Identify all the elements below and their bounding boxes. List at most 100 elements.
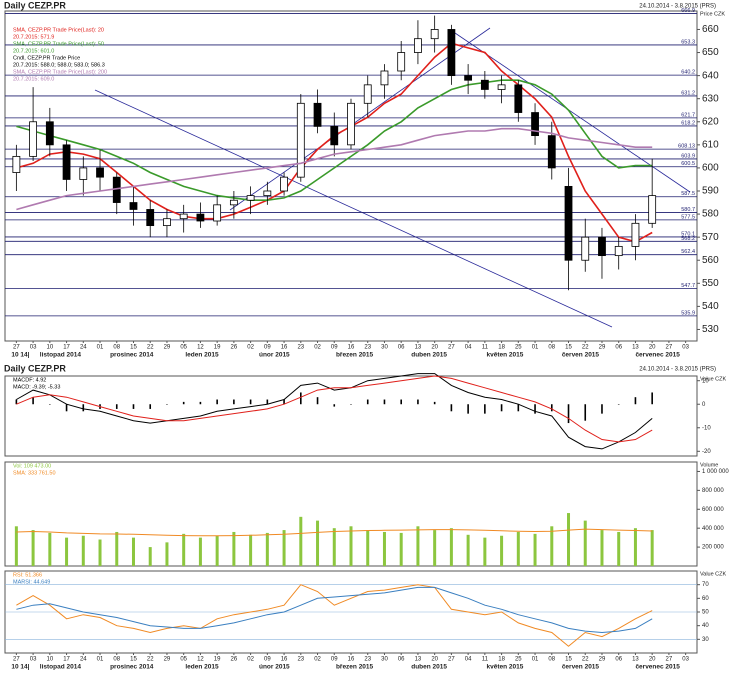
month-label: únor 2015 xyxy=(259,664,290,671)
y-tick-label: 570 xyxy=(702,232,719,243)
chart-title: Daily CEZP.PR xyxy=(4,0,66,10)
level-label: 603.9 xyxy=(681,153,695,159)
month-label: leden 2015 xyxy=(185,664,219,671)
x-tick-label: 23 xyxy=(297,345,304,351)
y-tick-label: 60 xyxy=(702,596,709,602)
candle-body xyxy=(547,135,556,169)
candle-body xyxy=(363,84,372,104)
x-tick-label: 13 xyxy=(415,657,422,663)
candle-body xyxy=(179,213,188,220)
level-label: 562.4 xyxy=(681,249,695,255)
x-tick-label: 26 xyxy=(231,345,238,351)
level-label: 621.7 xyxy=(681,112,695,118)
bar xyxy=(366,530,370,566)
bar xyxy=(216,399,218,405)
bar xyxy=(651,392,653,405)
bar xyxy=(82,404,85,412)
candle-body xyxy=(447,29,456,77)
x-tick-label: 13 xyxy=(415,345,422,351)
x-tick-label: 16 xyxy=(281,657,288,663)
bar xyxy=(399,532,403,566)
series-line xyxy=(16,375,653,443)
x-tick-label: 24 xyxy=(80,657,87,663)
bar xyxy=(148,547,152,566)
y-tick-label: 70 xyxy=(702,582,709,588)
month-label: duben 2015 xyxy=(411,664,447,671)
x-tick-label: 16 xyxy=(348,657,355,663)
x-tick-label: 29 xyxy=(164,345,171,351)
series-line xyxy=(16,528,653,537)
candle-body xyxy=(397,52,406,72)
candle-body xyxy=(296,102,305,178)
bar xyxy=(182,401,185,405)
x-tick-label: 16 xyxy=(281,345,288,351)
bar xyxy=(484,404,486,414)
bar xyxy=(81,535,85,566)
bar xyxy=(115,404,118,409)
candle-body xyxy=(12,155,21,173)
x-tick-label: 18 xyxy=(498,657,505,663)
x-tick-label: 22 xyxy=(582,345,589,351)
x-tick-label: 08 xyxy=(113,345,120,351)
x-tick-label: 06 xyxy=(398,657,405,663)
x-tick-label: 23 xyxy=(297,657,304,663)
bar xyxy=(567,513,571,566)
candle-body xyxy=(246,195,255,201)
y-tick-label: 800 000 xyxy=(702,488,724,494)
x-tick-label: 04 xyxy=(465,657,472,663)
y-tick-label: 200 000 xyxy=(702,545,724,551)
bar xyxy=(400,399,402,405)
x-tick-label: 13 xyxy=(632,657,639,663)
bar xyxy=(166,404,168,405)
bar xyxy=(483,537,487,566)
x-tick-label: 03 xyxy=(30,657,37,663)
series-line xyxy=(16,586,653,634)
x-tick-label: 26 xyxy=(231,657,238,663)
y-tick-label: 30 xyxy=(702,637,709,643)
candle-body xyxy=(79,167,88,180)
bar xyxy=(215,535,219,566)
y-axis-label: Value CZK xyxy=(700,376,727,382)
y-tick-label: 600 000 xyxy=(702,507,724,513)
bar xyxy=(416,526,420,566)
month-label: listopad 2014 xyxy=(40,664,82,671)
bar xyxy=(182,533,186,566)
candle-body xyxy=(313,102,322,127)
x-tick-label: 15 xyxy=(130,657,137,663)
legend-label: MARSI: 44.649 xyxy=(13,579,50,585)
month-label: duben 2015 xyxy=(411,352,447,359)
x-tick-label: 27 xyxy=(666,657,673,663)
candle-body xyxy=(380,70,389,86)
candle-body xyxy=(213,204,222,222)
bar xyxy=(382,531,386,566)
bar xyxy=(433,401,436,405)
candle-body xyxy=(480,79,489,90)
candle-body xyxy=(648,195,657,224)
bar xyxy=(131,537,135,566)
x-tick-label: 09 xyxy=(264,657,271,663)
bar xyxy=(249,534,253,566)
bar xyxy=(165,542,169,566)
x-tick-label: 05 xyxy=(180,657,187,663)
y-tick-label: 600 xyxy=(702,163,719,174)
bar xyxy=(550,404,553,412)
level-label: 631.2 xyxy=(681,90,695,96)
bar xyxy=(300,392,302,405)
x-tick-label: 15 xyxy=(565,345,572,351)
month-label: 10 14| xyxy=(11,664,29,671)
x-tick-label: 02 xyxy=(314,345,321,351)
x-tick-label: 30 xyxy=(381,345,388,351)
x-tick-label: 11 xyxy=(482,657,489,663)
bar xyxy=(550,526,554,566)
bar xyxy=(266,399,269,405)
x-tick-label: 10 xyxy=(46,345,53,351)
level-label: 666.9 xyxy=(681,8,695,14)
candle-body xyxy=(62,144,71,180)
x-tick-label: 12 xyxy=(197,657,204,663)
level-label: 547.7 xyxy=(681,283,695,289)
date-range: 24.10.2014 - 3.8.2015 (PRS) xyxy=(639,367,716,373)
bar xyxy=(383,399,386,405)
bar xyxy=(198,537,202,566)
x-tick-label: 20 xyxy=(431,657,438,663)
